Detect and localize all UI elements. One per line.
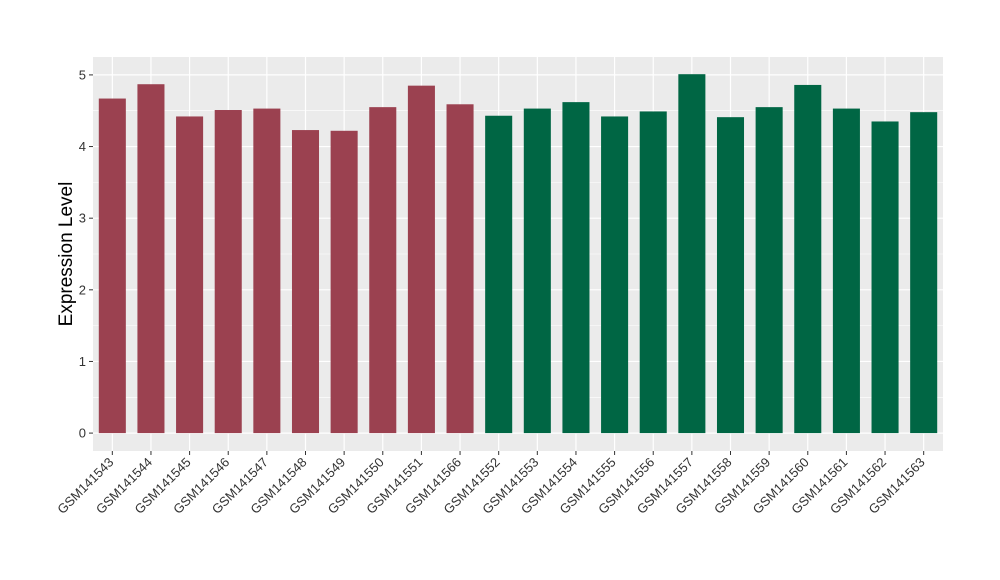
y-axis-title: Expression Level [56, 182, 77, 327]
bars [98, 74, 938, 434]
bar-GSM141550 [369, 107, 397, 434]
y-tick-label: 5 [79, 67, 86, 82]
bar-GSM141544 [137, 84, 165, 434]
bar-GSM141551 [407, 85, 435, 434]
bar-GSM141549 [330, 130, 358, 434]
y-tick-label: 1 [79, 354, 86, 369]
bar-GSM141557 [678, 74, 706, 434]
y-tick-label: 3 [79, 211, 86, 226]
y-tick-label: 2 [79, 282, 86, 297]
bar-GSM141566 [446, 104, 474, 434]
bar-GSM141561 [832, 108, 860, 434]
bar-GSM141553 [523, 108, 551, 434]
bar-GSM141552 [485, 115, 513, 434]
y-tick-label: 0 [79, 426, 86, 441]
bar-GSM141548 [291, 130, 320, 434]
y-axis: 0 1 2 3 4 5 [79, 67, 93, 441]
bar-GSM141562 [871, 121, 899, 434]
bar-GSM141556 [639, 111, 667, 434]
bar-GSM141559 [755, 107, 783, 434]
bar-GSM141554 [562, 102, 590, 434]
bar-GSM141558 [716, 117, 745, 434]
bar-GSM141545 [176, 116, 204, 434]
y-tick-label: 4 [79, 139, 86, 154]
bar-GSM141546 [214, 110, 242, 434]
bar-GSM141560 [794, 84, 822, 434]
x-axis: GSM141543GSM141544GSM141545GSM141546GSM1… [54, 451, 928, 517]
bar-GSM141563 [910, 112, 938, 434]
bar-GSM141555 [601, 116, 629, 434]
bar-GSM141543 [98, 98, 126, 434]
bar-GSM141547 [253, 108, 281, 434]
